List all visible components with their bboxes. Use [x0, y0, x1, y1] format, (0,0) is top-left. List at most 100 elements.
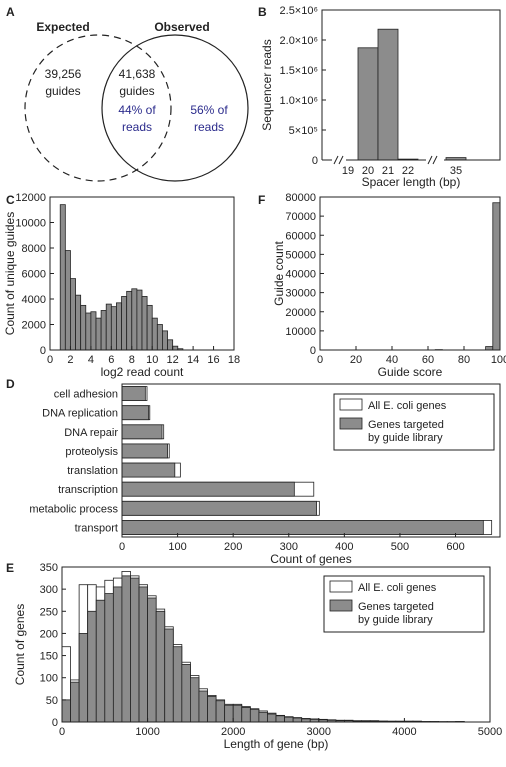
category-label: DNA replication	[42, 408, 118, 420]
x-tick-label: 400	[335, 541, 353, 553]
bar-targeted-genes	[232, 704, 243, 723]
y-tick-label: 0	[312, 155, 318, 167]
bar-targeted-genes	[121, 386, 146, 401]
x-axis-label: Count of genes	[270, 552, 351, 566]
legend-swatch-all	[329, 580, 353, 593]
bar-targeted-genes	[292, 717, 303, 723]
bar	[90, 311, 97, 351]
y-axis-label: Guide count	[272, 240, 286, 305]
x-tick-label: 18	[228, 354, 240, 366]
bar	[377, 28, 399, 161]
panel-label-f: F	[258, 193, 265, 207]
expected-label: Expected	[36, 20, 89, 34]
y-tick-label: 2000	[22, 320, 46, 332]
bar	[136, 289, 143, 351]
expected-circle	[24, 34, 172, 182]
x-tick-label: 600	[446, 541, 464, 553]
panel-label-a: A	[6, 5, 15, 19]
x-tick-label: 2000	[221, 726, 245, 738]
panel-f-chart: 0 20 40 60 80 100 0 10000 20000 30000 40000 50000 60…	[272, 192, 506, 379]
axis-break-mark	[432, 155, 438, 165]
y-tick-label: 40000	[285, 269, 316, 281]
axis-break-mark	[338, 155, 344, 165]
legend-swatch-targeted	[339, 417, 363, 430]
axis-break-mark	[427, 155, 433, 165]
bar-targeted-genes	[95, 599, 106, 723]
bar	[64, 250, 71, 351]
x-tick-label: 8	[129, 354, 135, 366]
y-tick-label: 50	[46, 695, 58, 707]
overlap-pct-line1: 44% of	[118, 103, 156, 117]
bar	[141, 296, 148, 351]
x-tick-label: 40	[386, 354, 398, 366]
observed-circle	[101, 34, 249, 182]
y-axis-label: Count of unique guides	[3, 212, 17, 335]
x-tick-label: 10	[146, 354, 158, 366]
x-axis-label: Guide score	[378, 365, 443, 379]
y-axis-label: Count of genes	[13, 604, 27, 685]
legend-label-all: All E. coli genes	[368, 400, 447, 412]
panel-label-d: D	[6, 377, 15, 391]
y-tick-label: 150	[40, 651, 58, 663]
bar-targeted-genes	[70, 681, 80, 723]
legend-swatch-targeted	[329, 599, 353, 612]
y-tick-label: 300	[40, 584, 58, 596]
x-tick-label: 4000	[392, 726, 416, 738]
bar	[162, 330, 168, 351]
bar-targeted-genes	[121, 443, 168, 459]
x-tick-label: 1000	[135, 726, 159, 738]
x-axis-label: Length of gene (bp)	[224, 737, 329, 751]
y-tick-label: 0	[310, 345, 316, 357]
bar-targeted-genes	[224, 704, 234, 723]
bar	[172, 345, 179, 351]
x-tick-label: 100	[168, 541, 186, 553]
y-tick-label: 0	[52, 717, 58, 729]
x-axis-label: log2 read count	[101, 365, 184, 379]
x-tick-label: 100	[491, 354, 506, 366]
overlap-unit: guides	[119, 84, 154, 98]
y-tick-label: 30000	[285, 288, 316, 300]
x-tick-label: 60	[422, 354, 434, 366]
panel-b-chart: 0 5×10⁵ 1.0×10⁶ 1.5×10⁶ 2.0×10⁶ 2.5×10⁶ 19 20 21…	[260, 5, 501, 189]
x-tick-label: 0	[59, 726, 65, 738]
axis-frame	[121, 383, 501, 538]
bar	[116, 302, 122, 351]
y-tick-label: 10000	[15, 218, 46, 230]
bar-targeted-genes	[121, 575, 131, 723]
bar-targeted-genes	[241, 706, 251, 723]
y-tick-label: 1.5×10⁶	[280, 65, 318, 77]
category-label: DNA repair	[64, 427, 118, 439]
x-tick-label: 5000	[478, 726, 502, 738]
bar	[80, 304, 87, 351]
bar-targeted-genes	[155, 610, 166, 723]
bar	[75, 294, 82, 351]
bar	[167, 339, 174, 351]
y-tick-label: 6000	[22, 269, 46, 281]
bar-targeted-genes	[189, 677, 200, 723]
legend-label-targeted: Genes targeted	[358, 601, 434, 613]
y-axis-label: Sequencer reads	[260, 39, 274, 130]
y-tick-label: 2.0×10⁶	[280, 35, 318, 47]
x-tick-label: 35	[450, 165, 462, 177]
x-tick-label: 500	[391, 541, 409, 553]
bar	[110, 306, 117, 351]
bar-targeted-genes	[121, 500, 317, 516]
x-tick-label: 2	[67, 354, 73, 366]
bar-targeted-genes	[112, 586, 123, 723]
x-tick-label: 3000	[307, 726, 331, 738]
bar	[85, 312, 92, 351]
panel-e-chart: 0 1000 2000 3000 4000 5000 0 50 100 150 200 250 300 3…	[13, 562, 502, 751]
bar-targeted-genes	[121, 424, 163, 440]
panel-label-b: B	[258, 5, 267, 19]
bar	[131, 288, 138, 351]
y-tick-label: 350	[40, 562, 58, 574]
bar	[100, 310, 107, 351]
bar-targeted-genes	[104, 593, 114, 723]
x-tick-label: 22	[402, 165, 414, 177]
panel-a: A Expected Observed 39,256 guides 41,638…	[6, 5, 249, 182]
panel-label-e: E	[6, 561, 14, 575]
legend-box	[333, 393, 495, 451]
category-label: translation	[67, 465, 118, 477]
bar	[485, 346, 494, 351]
x-tick-label: 0	[47, 354, 53, 366]
